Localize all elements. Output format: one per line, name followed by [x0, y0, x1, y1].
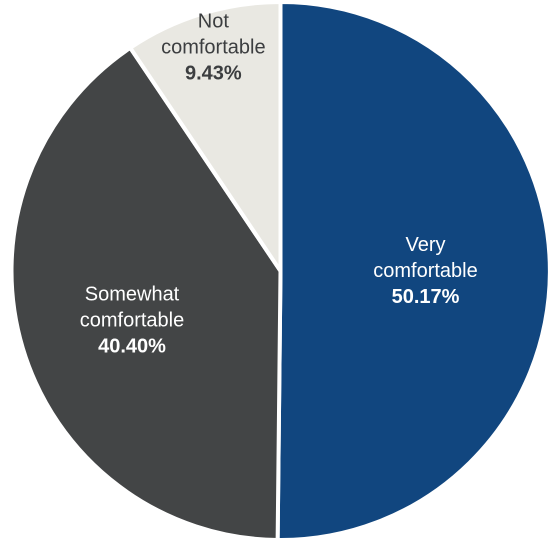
pie-slice-somewhat-comfortable [9, 45, 283, 542]
slice-label-very-comfortable: Very comfortable 50.17% [373, 234, 478, 308]
pie-slice-not-comfortable [128, 0, 283, 273]
slice-category-label: comfortable [161, 36, 266, 58]
slices-layer [9, 0, 551, 542]
slice-label-not-comfortable: Not comfortable 9.43% [161, 10, 266, 84]
slice-category-label: Not [198, 10, 230, 32]
slice-category-label: comfortable [373, 260, 478, 282]
pie-slice-very-comfortable [275, 0, 551, 542]
slice-value-label: 9.43% [185, 62, 242, 84]
slice-category-label: Somewhat [85, 284, 180, 306]
labels-layer: Very comfortable 50.17% Somewhat comfortable… [80, 10, 478, 357]
slice-value-label: 40.40% [98, 336, 166, 358]
slice-label-somewhat-comfortable: Somewhat comfortable 40.40% [80, 284, 185, 358]
slice-category-label: Very [405, 234, 445, 256]
slice-category-label: comfortable [80, 310, 185, 332]
slice-value-label: 50.17% [392, 286, 460, 308]
